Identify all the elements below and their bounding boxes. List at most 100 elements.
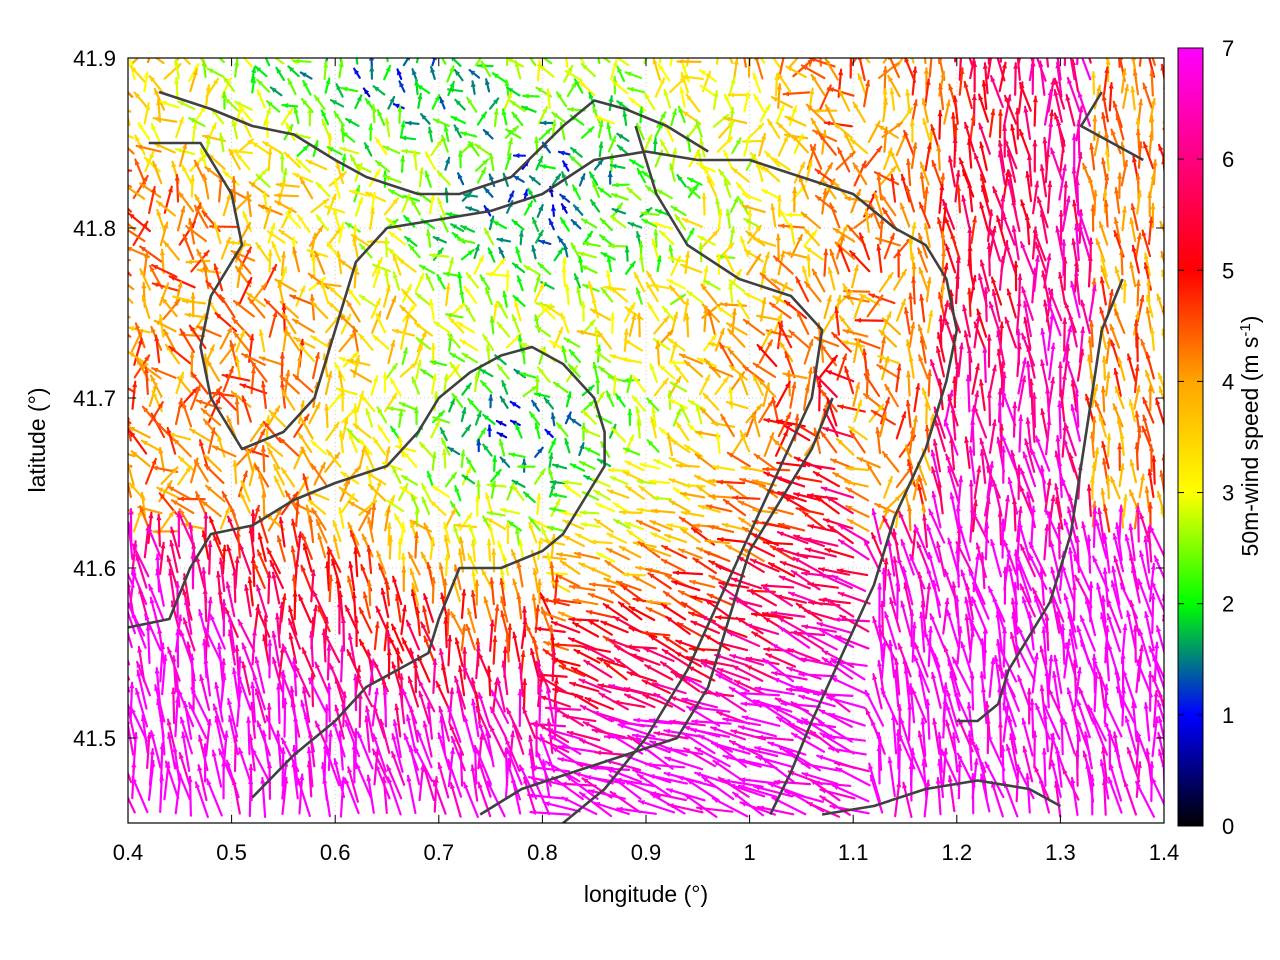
wind-vector <box>128 296 134 304</box>
wind-vector-head <box>340 389 346 396</box>
wind-vector-head <box>452 394 458 400</box>
wind-vector-head <box>482 569 487 576</box>
wind-vector <box>1166 38 1168 63</box>
wind-vector-head <box>971 94 977 101</box>
wind-vector-head <box>974 391 980 398</box>
wind-vector-head <box>1144 487 1150 493</box>
wind-vector-head <box>301 418 307 425</box>
wind-vector-head <box>1131 156 1138 163</box>
wind-vector-head <box>784 497 791 503</box>
wind-vector <box>945 453 960 487</box>
wind-vector-head <box>589 320 595 327</box>
wind-vector-head <box>659 78 665 85</box>
wind-vector-head <box>398 410 404 417</box>
wind-vector-head <box>846 488 853 494</box>
wind-vector-head <box>205 138 211 145</box>
wind-vector-head <box>838 148 843 155</box>
wind-vector-head <box>1071 167 1077 174</box>
wind-vector-head <box>201 60 207 67</box>
wind-vector-head <box>733 196 739 203</box>
wind-vector-head <box>489 174 495 181</box>
wind-vector-head <box>292 492 298 499</box>
wind-vector-head <box>265 441 272 448</box>
wind-vector-head <box>1110 477 1116 484</box>
wind-vector-head <box>232 318 239 325</box>
wind-vector-head <box>807 493 814 499</box>
wind-vector-head <box>1071 134 1077 140</box>
wind-vector-head <box>196 399 203 405</box>
wind-vector-head <box>663 316 669 323</box>
wind-vector-head <box>441 449 448 456</box>
wind-vector <box>1018 414 1022 453</box>
wind-vector-head <box>687 291 694 297</box>
wind-vector-head <box>332 209 338 216</box>
wind-vector-head <box>194 460 200 467</box>
wind-vector-head <box>1065 95 1071 101</box>
wind-vector-head <box>246 448 253 455</box>
wind-vector-head <box>458 238 465 244</box>
wind-vector-head <box>154 320 161 326</box>
wind-vector-head <box>136 144 143 150</box>
wind-vector-head <box>713 464 720 470</box>
wind-vector-head <box>396 445 402 451</box>
wind-vector-head <box>248 298 255 305</box>
wind-vector-head <box>1128 524 1134 531</box>
wind-vector-head <box>348 501 355 507</box>
wind-vector-head <box>802 266 808 273</box>
wind-vector-head <box>669 164 675 171</box>
wind-vector-head <box>1029 542 1035 549</box>
wind-vector-head <box>175 48 181 54</box>
wind-vector-head <box>557 248 563 255</box>
wind-vector-head <box>564 285 571 291</box>
wind-vector-head <box>271 264 277 271</box>
wind-vector-head <box>1057 460 1063 467</box>
wind-vector-head <box>1135 280 1141 286</box>
wind-vector-head <box>235 49 240 54</box>
wind-vector-head <box>467 250 474 256</box>
wind-vector-head <box>570 464 577 469</box>
wind-vector-head <box>322 120 327 127</box>
wind-vector <box>955 541 974 575</box>
wind-vector <box>131 58 140 64</box>
wind-vector-head <box>936 333 942 339</box>
wind-vector-head <box>484 79 490 86</box>
wind-vector-head <box>770 204 776 211</box>
wind-vector-head <box>1116 41 1121 46</box>
wind-vector-head <box>191 543 197 549</box>
wind-vector-head <box>679 354 686 359</box>
wind-vector-head <box>1106 338 1112 345</box>
wind-vector-head <box>189 118 196 123</box>
wind-vector-head <box>274 192 281 199</box>
wind-vector <box>983 346 987 384</box>
wind-vector-head <box>532 218 538 224</box>
wind-vector-head <box>430 194 436 201</box>
wind-vector-head <box>732 168 738 174</box>
wind-vector-head <box>940 37 945 43</box>
wind-vector-head <box>546 305 553 312</box>
wind-vector-head <box>912 416 918 423</box>
wind-vector-head <box>505 47 510 52</box>
wind-vector-head <box>1100 255 1106 262</box>
wind-vector-head <box>679 87 685 94</box>
wind-vector-head <box>1097 508 1103 515</box>
wind-vector-head <box>143 72 149 79</box>
wind-vector-head <box>940 72 946 78</box>
wind-vector <box>954 58 957 63</box>
wind-vector <box>936 541 946 578</box>
wind-vector-head <box>972 61 978 67</box>
wind-vector-head <box>988 210 994 216</box>
wind-vector-head <box>772 158 779 164</box>
wind-vector <box>1044 507 1062 545</box>
wind-vector-head <box>1101 113 1107 119</box>
wind-vector-head <box>684 251 691 258</box>
wind-vector <box>1054 483 1063 518</box>
wind-vector-head <box>260 283 266 290</box>
wind-vector-head <box>991 290 997 296</box>
wind-vector-head <box>740 42 745 48</box>
wind-vector-head <box>475 144 482 150</box>
wind-vector-head <box>553 382 560 388</box>
wind-vector-head <box>1131 245 1137 252</box>
wind-vector-head <box>975 315 981 322</box>
wind-vector-head <box>497 365 504 371</box>
wind-vector-head <box>954 273 960 279</box>
